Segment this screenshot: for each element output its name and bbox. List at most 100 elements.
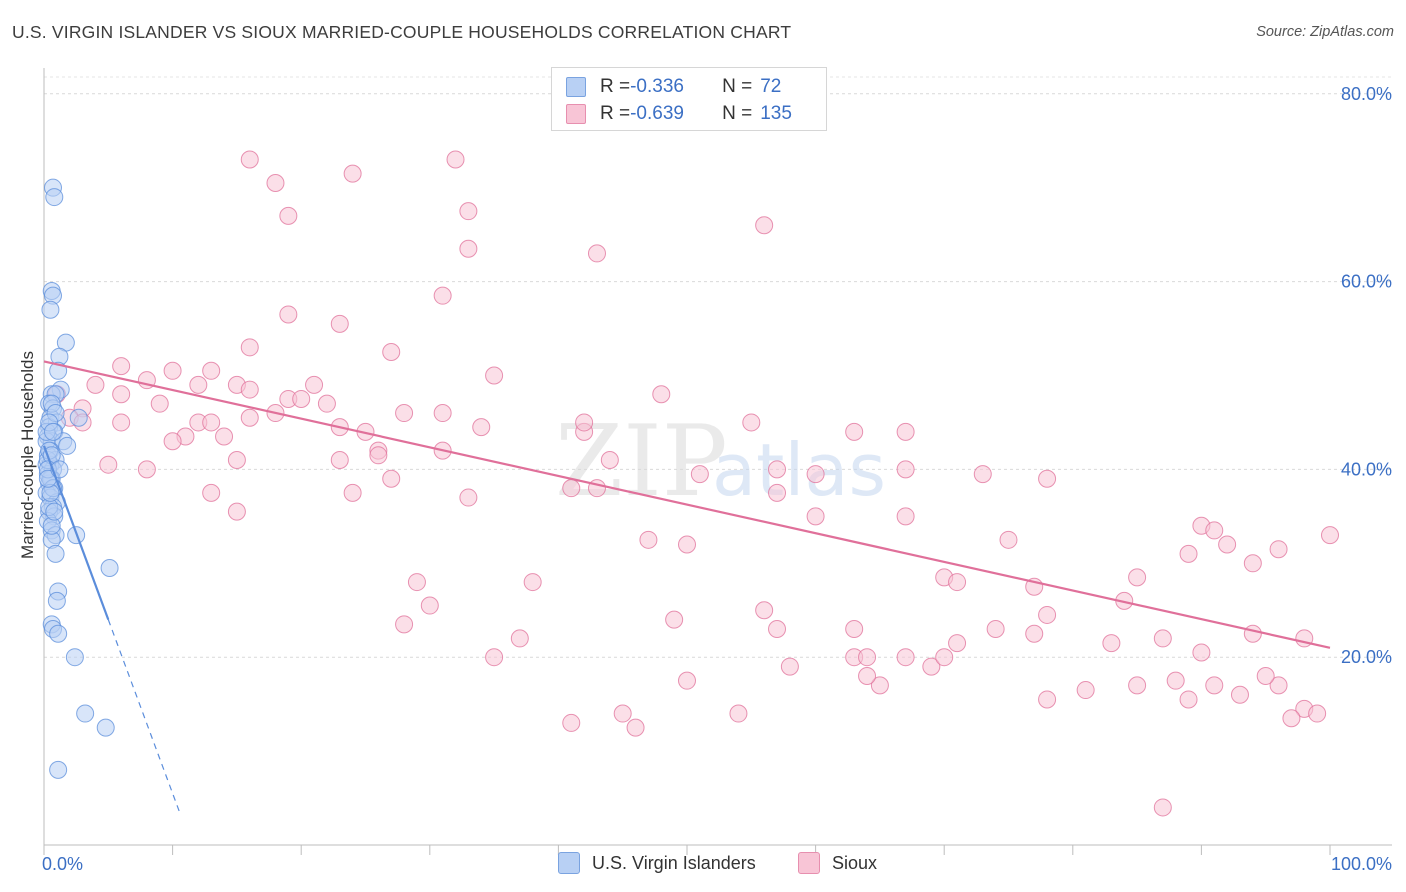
legend-label: Sioux [832, 852, 878, 873]
point-virgin-islanders [58, 436, 77, 455]
point-sioux [163, 361, 182, 380]
point-sioux [1179, 690, 1198, 709]
point-sioux [806, 507, 825, 526]
point-sioux [510, 629, 529, 648]
point-sioux [395, 404, 414, 423]
point-sioux [395, 615, 414, 634]
point-sioux [729, 704, 748, 723]
point-sioux [433, 404, 452, 423]
point-sioux [999, 530, 1018, 549]
point-sioux [1153, 629, 1172, 648]
point-sioux [485, 648, 504, 667]
legend-item-sioux[interactable]: Sioux [798, 852, 877, 874]
stats-n-label: N = [722, 76, 753, 97]
point-sioux [330, 451, 349, 469]
point-sioux [1128, 568, 1147, 587]
point-sioux [459, 239, 478, 258]
chart-title: U.S. VIRGIN ISLANDER VS SIOUX MARRIED-CO… [12, 22, 792, 42]
stats-swatch-virgin-islanders [566, 77, 586, 97]
point-sioux [1076, 681, 1095, 700]
point-sioux [1282, 709, 1301, 728]
tick-labels: 20.0% 40.0% 60.0% 80.0% 0.0% 100.0% [42, 84, 1392, 874]
point-sioux [472, 418, 491, 437]
stats-row-virgin-islanders: R = -0.336 N = 72 [566, 75, 781, 99]
point-sioux [896, 422, 915, 441]
point-sioux [433, 286, 452, 305]
stats-n-value: 135 [760, 103, 792, 124]
point-sioux [112, 385, 131, 404]
x-tick-label-max: 100.0% [1331, 854, 1392, 874]
point-sioux [575, 413, 594, 432]
point-sioux [1128, 676, 1147, 695]
point-sioux [1205, 676, 1224, 695]
point-sioux [459, 488, 478, 507]
point-sioux [523, 573, 542, 592]
point-sioux [112, 357, 131, 376]
point-virgin-islanders [100, 558, 119, 577]
trend-extension-virgin-islanders [107, 619, 181, 815]
point-sioux [343, 483, 362, 502]
point-virgin-islanders [44, 422, 63, 441]
x-tick-label-min: 0.0% [42, 854, 83, 874]
point-sioux [1269, 676, 1288, 695]
trend-lines [42, 360, 1331, 815]
point-virgin-islanders [96, 718, 115, 737]
point-sioux [1256, 666, 1275, 685]
point-sioux [317, 394, 336, 413]
point-sioux [626, 718, 645, 737]
point-sioux [587, 244, 606, 263]
point-sioux [240, 380, 259, 399]
point-virgin-islanders [45, 188, 64, 207]
point-sioux [768, 460, 787, 479]
trend-line-virgin-islanders [42, 445, 110, 621]
stats-r-label: R = [600, 103, 631, 124]
point-sioux [922, 657, 941, 676]
point-sioux [1308, 704, 1327, 723]
point-sioux [948, 634, 967, 653]
point-sioux [613, 704, 632, 723]
point-sioux [279, 206, 298, 225]
source-label: Source: ZipAtlas.com [1256, 24, 1394, 40]
point-sioux [305, 375, 324, 394]
y-axis-label: Married-couple Households [18, 351, 37, 559]
legend-swatch-virgin-islanders [558, 852, 580, 874]
point-sioux [780, 657, 799, 676]
stats-n-value: 72 [760, 76, 782, 97]
point-sioux [420, 596, 439, 615]
legend-label: U.S. Virgin Islanders [592, 852, 756, 873]
point-sioux [227, 502, 246, 521]
point-sioux [330, 314, 349, 333]
point-sioux [1102, 634, 1121, 653]
point-sioux [86, 375, 105, 394]
point-virgin-islanders [41, 300, 60, 319]
point-sioux [1179, 544, 1198, 563]
point-sioux [652, 385, 671, 404]
point-sioux [768, 620, 787, 639]
point-sioux [1205, 521, 1224, 540]
point-virgin-islanders [45, 502, 64, 521]
point-sioux [1243, 624, 1262, 643]
legend-item-virgin-islanders[interactable]: U.S. Virgin Islanders [558, 852, 756, 874]
point-sioux [1038, 605, 1057, 624]
point-sioux [266, 173, 285, 192]
point-virgin-islanders [76, 704, 95, 723]
y-tick-label: 80.0% [1341, 84, 1392, 104]
point-sioux [382, 469, 401, 488]
point-sioux [1243, 554, 1262, 573]
point-sioux [870, 676, 889, 695]
point-sioux [678, 671, 696, 690]
point-sioux [665, 610, 684, 629]
point-sioux [755, 216, 774, 235]
point-sioux [896, 648, 915, 667]
point-virgin-islanders [47, 591, 66, 610]
point-sioux [369, 446, 388, 465]
point-virgin-islanders [49, 624, 68, 643]
point-sioux [1192, 643, 1211, 662]
point-sioux [202, 483, 221, 502]
trend-line-sioux [43, 360, 1331, 649]
point-sioux [1321, 526, 1339, 545]
point-sioux [935, 648, 954, 667]
point-sioux [1218, 535, 1237, 554]
point-sioux [343, 164, 362, 183]
